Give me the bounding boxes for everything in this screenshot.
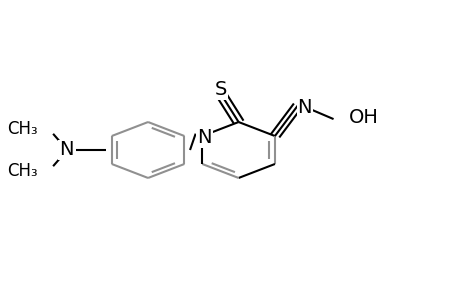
Text: N: N (297, 98, 311, 117)
Text: OH: OH (348, 108, 378, 127)
Text: S: S (214, 80, 227, 99)
Text: CH₃: CH₃ (7, 162, 38, 180)
Text: CH₃: CH₃ (7, 120, 38, 138)
Text: N: N (59, 140, 73, 160)
Text: N: N (197, 128, 211, 147)
